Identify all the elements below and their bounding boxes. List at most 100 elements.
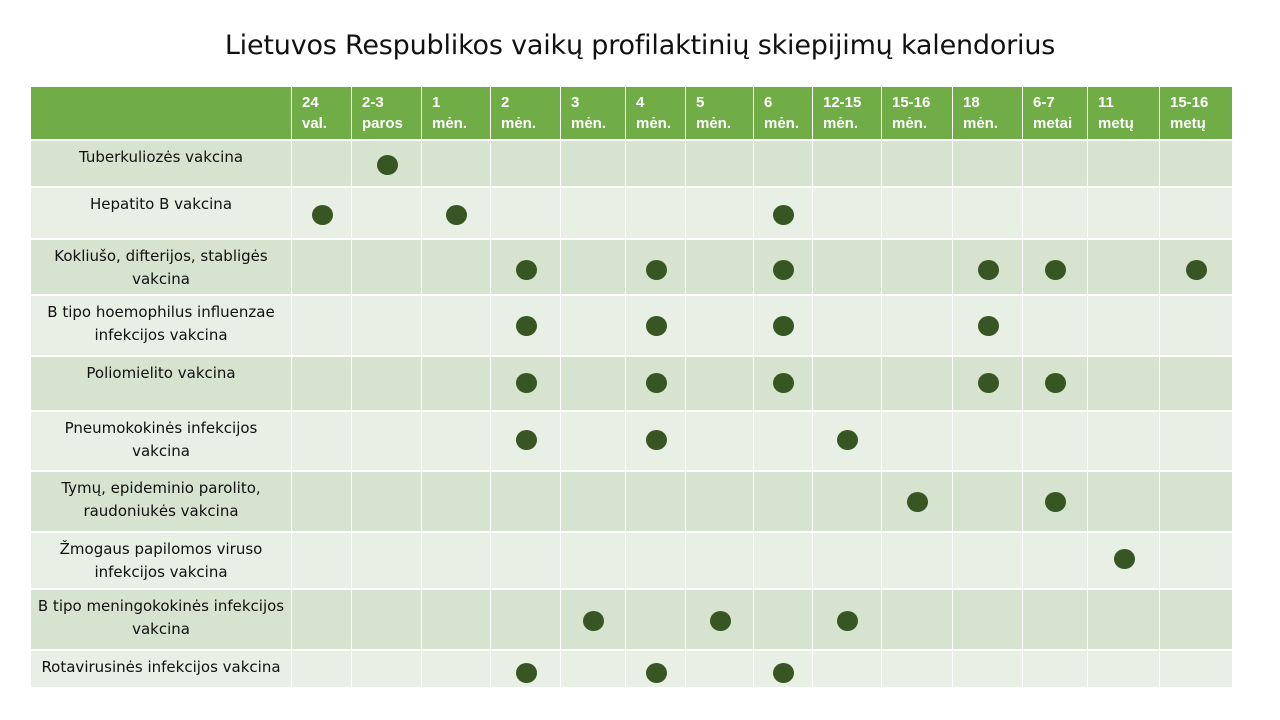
dose-dot-icon — [1186, 260, 1207, 280]
dose-dot-icon — [515, 663, 537, 683]
schedule-cell — [422, 590, 491, 651]
schedule-cell — [1023, 188, 1088, 240]
schedule-cell — [813, 651, 882, 689]
schedule-cell — [626, 651, 686, 689]
dose-dot-icon — [645, 316, 667, 336]
schedule-cell — [626, 240, 686, 296]
schedule-cell — [686, 651, 754, 689]
dose-dot-icon — [837, 611, 858, 631]
schedule-cell — [813, 472, 882, 533]
column-header-age: 18 — [963, 94, 980, 111]
schedule-cell — [754, 240, 813, 296]
column-header-age: 4 — [636, 94, 645, 111]
column-header-age: 1 — [432, 94, 441, 111]
schedule-cell — [491, 472, 561, 533]
schedule-cell — [1023, 141, 1088, 188]
schedule-cell — [422, 188, 491, 240]
dose-dot-icon — [773, 205, 794, 225]
vaccine-label: Pneumokokinės infekcijos vakcina — [31, 412, 292, 472]
column-header-age: 6 — [764, 94, 773, 111]
column-header-age: 15-16 — [892, 94, 931, 111]
schedule-cell — [422, 240, 491, 296]
vaccine-label: Rotavirusinės infekcijos vakcina — [31, 651, 292, 689]
schedule-cell — [491, 533, 561, 590]
dose-dot-icon — [515, 260, 537, 280]
dose-dot-icon — [709, 611, 731, 631]
schedule-cell — [422, 412, 491, 472]
column-header-unit: paros — [362, 115, 403, 132]
column-header: 3 mėn. — [561, 87, 626, 141]
schedule-cell — [352, 141, 422, 188]
schedule-cell — [953, 412, 1023, 472]
schedule-cell — [1160, 472, 1233, 533]
column-header: 18 mėn. — [953, 87, 1023, 141]
schedule-cell — [352, 651, 422, 689]
schedule-cell — [626, 472, 686, 533]
schedule-cell — [754, 412, 813, 472]
schedule-cell — [953, 533, 1023, 590]
vaccine-label: Žmogaus papilomos viruso infekcijos vakc… — [31, 533, 292, 590]
schedule-cell — [882, 533, 953, 590]
dose-dot-icon — [376, 155, 398, 175]
schedule-cell — [813, 296, 882, 357]
schedule-cell — [292, 240, 352, 296]
column-header: 6-7 metai — [1023, 87, 1088, 141]
schedule-cell — [292, 651, 352, 689]
column-header-unit: mėn. — [571, 115, 607, 132]
column-header: 4 mėn. — [626, 87, 686, 141]
schedule-cell — [686, 472, 754, 533]
column-header: 15-16 mėn. — [882, 87, 953, 141]
schedule-cell — [953, 240, 1023, 296]
dose-dot-icon — [515, 316, 537, 336]
dose-dot-icon — [1045, 492, 1066, 512]
schedule-cell — [561, 412, 626, 472]
schedule-cell — [626, 412, 686, 472]
dose-dot-icon — [645, 430, 667, 450]
schedule-cell — [882, 188, 953, 240]
schedule-cell — [561, 472, 626, 533]
schedule-cell — [953, 651, 1023, 689]
schedule-cell — [686, 533, 754, 590]
schedule-cell — [754, 296, 813, 357]
schedule-cell — [352, 188, 422, 240]
schedule-cell — [292, 357, 352, 412]
schedule-cell — [953, 590, 1023, 651]
schedule-cell — [1023, 240, 1088, 296]
schedule-cell — [1160, 412, 1233, 472]
schedule-cell — [561, 240, 626, 296]
schedule-cell — [422, 296, 491, 357]
schedule-cell — [292, 590, 352, 651]
schedule-cell — [292, 412, 352, 472]
column-header: 24 val. — [292, 87, 352, 141]
schedule-cell — [352, 533, 422, 590]
vaccine-label: Poliomielito vakcina — [31, 357, 292, 412]
schedule-cell — [491, 651, 561, 689]
schedule-cell — [953, 141, 1023, 188]
column-header-unit: metų — [1098, 115, 1134, 132]
column-header-age: 2-3 — [362, 94, 384, 111]
column-header: 2-3 paros — [352, 87, 422, 141]
schedule-cell — [561, 533, 626, 590]
schedule-cell — [1088, 533, 1160, 590]
schedule-cell — [953, 472, 1023, 533]
dose-dot-icon — [645, 260, 667, 280]
schedule-cell — [1088, 240, 1160, 296]
schedule-cell — [813, 357, 882, 412]
schedule-cell — [686, 590, 754, 651]
schedule-cell — [292, 296, 352, 357]
dose-dot-icon — [977, 260, 999, 280]
schedule-cell — [491, 188, 561, 240]
column-header-age: 6-7 — [1033, 94, 1055, 111]
schedule-cell — [953, 296, 1023, 357]
schedule-cell — [352, 357, 422, 412]
schedule-cell — [686, 357, 754, 412]
schedule-cell — [422, 141, 491, 188]
schedule-cell — [686, 240, 754, 296]
schedule-cell — [1088, 412, 1160, 472]
schedule-cell — [422, 357, 491, 412]
dose-dot-icon — [773, 316, 794, 336]
schedule-cell — [882, 240, 953, 296]
schedule-cell — [882, 296, 953, 357]
dose-dot-icon — [773, 663, 794, 683]
schedule-cell — [686, 141, 754, 188]
